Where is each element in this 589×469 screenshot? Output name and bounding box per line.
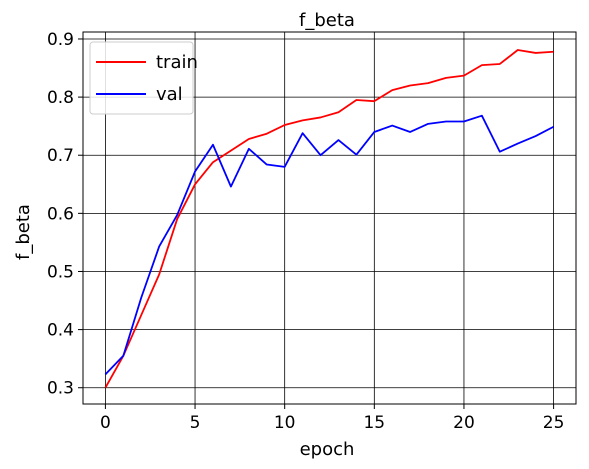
plot-frame [82, 31, 577, 405]
x-tick-label: 15 [363, 413, 385, 433]
legend: train val [89, 41, 198, 115]
y-tick-label: 0.8 [47, 88, 74, 108]
chart-title: f_beta [299, 10, 355, 31]
x-tick-label: 5 [190, 413, 201, 433]
series-line-val [104, 114, 555, 375]
series-line-train [104, 49, 554, 389]
x-axis-label: epoch [300, 439, 355, 460]
x-tick-label: 10 [274, 413, 296, 433]
y-axis-label: f_beta [13, 204, 34, 260]
y-tick-label: 0.9 [47, 30, 74, 50]
x-tick-label: 20 [453, 413, 475, 433]
x-tick-label: 25 [543, 413, 565, 433]
x-axis-ticks: 0 5 10 15 20 25 [100, 404, 564, 433]
y-tick-label: 0.3 [47, 379, 74, 399]
y-tick-label: 0.4 [47, 321, 74, 341]
y-tick-label: 0.7 [47, 146, 74, 166]
legend-label-train: train [156, 52, 198, 73]
y-tick-label: 0.6 [47, 204, 74, 224]
x-tick-label: 0 [100, 413, 111, 433]
legend-box [89, 41, 194, 115]
y-axis-ticks: 0.3 0.4 0.5 0.6 0.7 0.8 0.9 [47, 30, 83, 399]
legend-label-val: val [156, 84, 183, 105]
series-lines [104, 49, 555, 389]
y-tick-label: 0.5 [47, 262, 74, 282]
